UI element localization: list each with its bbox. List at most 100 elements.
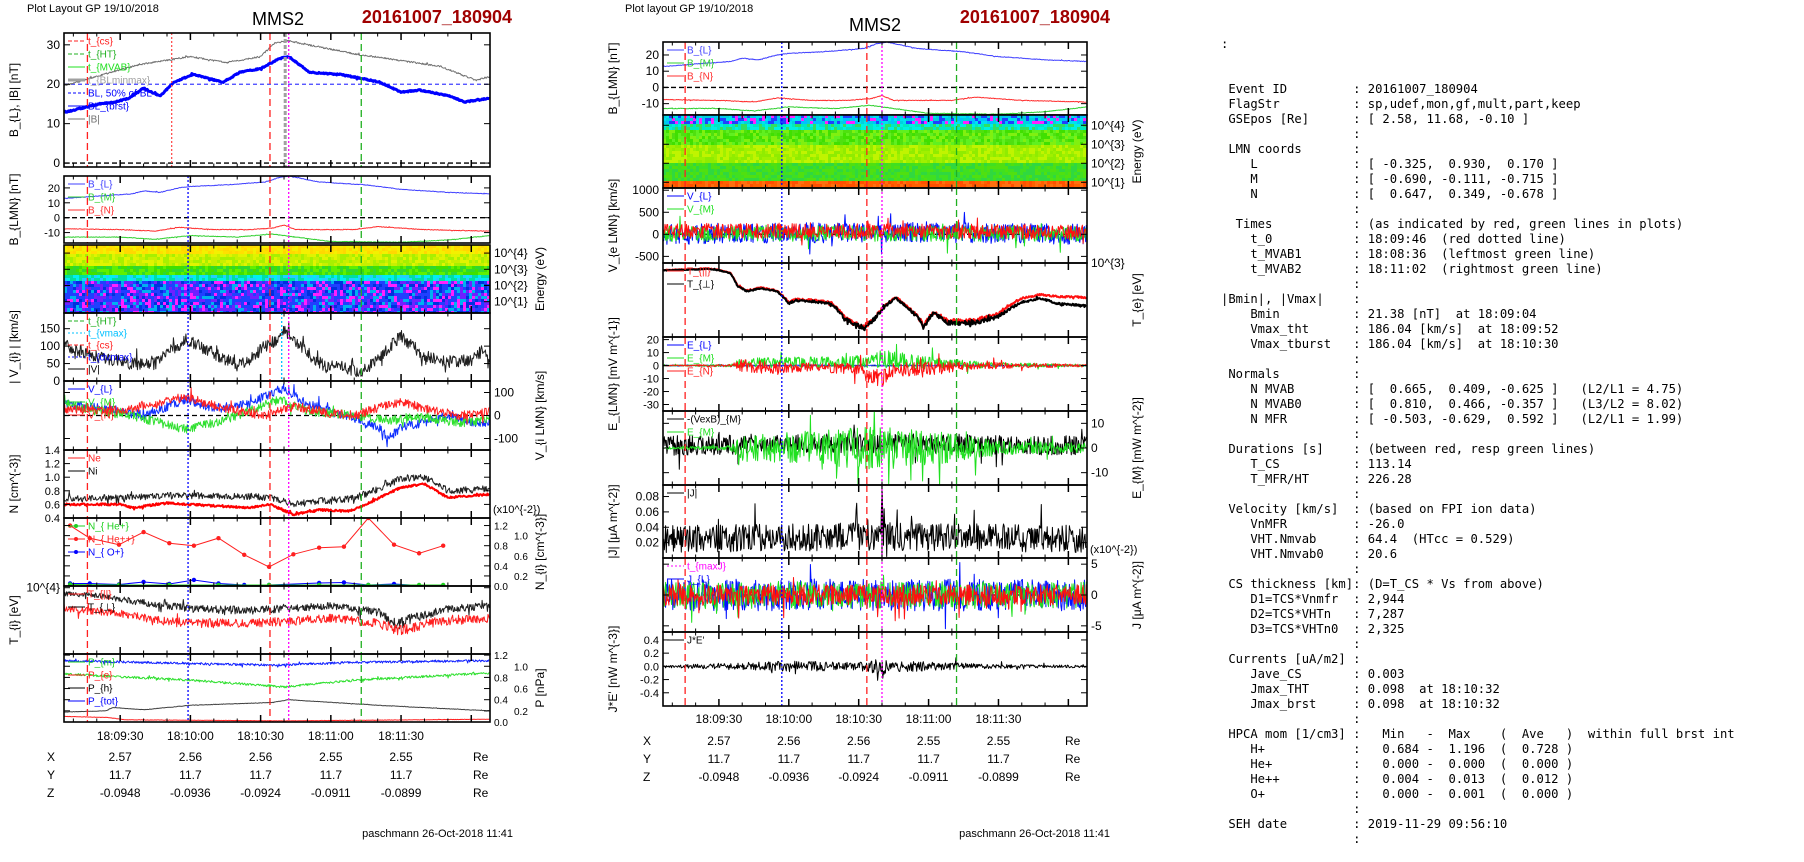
spectrogram-cell	[852, 121, 855, 124]
spectrogram-cell	[262, 263, 265, 266]
spectrogram-cell	[385, 305, 388, 308]
spectrogram-cell	[966, 124, 969, 127]
spectrogram-cell	[157, 296, 160, 299]
spectrogram-cell	[178, 293, 181, 296]
spectrogram-cell	[852, 130, 855, 133]
spectrogram-cell	[67, 302, 70, 305]
spectrogram-cell	[759, 130, 762, 133]
spectrogram-cell	[475, 305, 478, 308]
spectrogram-cell	[1029, 127, 1032, 130]
spectrogram-cell	[466, 296, 469, 299]
spectrogram-cell	[115, 260, 118, 263]
spectrogram-cell	[427, 254, 430, 257]
spectrogram-cell	[421, 263, 424, 266]
spectrogram-cell	[289, 263, 292, 266]
spectrogram-cell	[316, 266, 319, 269]
spectrogram-cell	[463, 266, 466, 269]
spectrogram-cell	[400, 263, 403, 266]
spectrogram-cell	[457, 287, 460, 290]
spectrogram-cell	[367, 254, 370, 257]
spectrogram-cell	[810, 133, 813, 136]
spectrogram-cell	[142, 269, 145, 272]
spectrogram-cell	[100, 308, 103, 311]
spectrogram-cell	[352, 281, 355, 284]
spectrogram-cell	[151, 281, 154, 284]
legend-entry: T_{⊥}	[68, 603, 116, 614]
spectrogram-cell	[352, 260, 355, 263]
spectrogram-cell	[178, 308, 181, 311]
spectrogram-cell	[828, 118, 831, 121]
panel-frame	[64, 313, 490, 381]
spectrogram-cell	[891, 121, 894, 124]
spectrogram-cell	[702, 124, 705, 127]
data-point-N-He++	[441, 544, 445, 548]
spectrogram-cell	[696, 118, 699, 121]
spectrogram-cell	[720, 124, 723, 127]
spectrogram-cell	[298, 251, 301, 254]
spectrogram-cell	[127, 257, 130, 260]
spectrogram-cell	[163, 305, 166, 308]
spectrogram-cell	[894, 118, 897, 121]
panel-plot-area	[64, 245, 490, 314]
spectrogram-cell	[256, 308, 259, 311]
spectrogram-cell	[1011, 124, 1014, 127]
spectrogram-cell	[247, 263, 250, 266]
spectrogram-cell	[202, 284, 205, 287]
spectrogram-cell	[478, 284, 481, 287]
legend-label: t_{vmax}	[88, 329, 128, 340]
legend-label: B_{M}	[88, 193, 116, 204]
spectrogram-cell	[130, 293, 133, 296]
spectrogram-cell	[436, 266, 439, 269]
spectrogram-cell	[232, 278, 235, 281]
spectrogram-cell	[292, 257, 295, 260]
spectrogram-cell	[313, 278, 316, 281]
spectrogram-cell	[451, 302, 454, 305]
spectrogram-cell	[280, 272, 283, 275]
spectrogram-cell	[388, 263, 391, 266]
spectrogram-cell	[436, 305, 439, 308]
spectrogram-cell	[370, 287, 373, 290]
spectrogram-cell	[999, 118, 1002, 121]
spectrogram-cell	[151, 302, 154, 305]
legend-label: t_{dvmax}	[88, 353, 133, 364]
spectrogram-cell	[478, 287, 481, 290]
legend-label: Ne	[88, 454, 101, 465]
spectrogram-cell	[94, 290, 97, 293]
spectrogram-cell	[412, 284, 415, 287]
spectrogram-cell	[133, 299, 136, 302]
spectrogram-cell	[1065, 118, 1068, 121]
spectrogram-cell	[139, 251, 142, 254]
spectrogram-cell	[732, 133, 735, 136]
spectrogram-cell	[103, 305, 106, 308]
y-axis-label: N [cm^{-3}]	[7, 455, 21, 514]
spectrogram-cell	[79, 251, 82, 254]
spectrogram-cell	[334, 299, 337, 302]
spectrogram-cell	[127, 305, 130, 308]
spectrogram-cell	[834, 124, 837, 127]
spectrogram-cell	[376, 299, 379, 302]
spectrogram-cell	[301, 302, 304, 305]
spectrogram-cell	[454, 278, 457, 281]
spectrogram-cell	[175, 275, 178, 278]
spectrogram-cell	[430, 305, 433, 308]
spectrogram-cell	[271, 308, 274, 311]
spectrogram-cell	[322, 293, 325, 296]
spectrogram-cell	[397, 284, 400, 287]
spectrogram-cell	[265, 260, 268, 263]
spectrogram-cell	[472, 260, 475, 263]
spectrogram-cell	[930, 127, 933, 130]
spectrogram-cell	[175, 254, 178, 257]
spectrogram-cell	[699, 130, 702, 133]
spectrogram-cell	[220, 266, 223, 269]
spectrogram-cell	[915, 130, 918, 133]
spectrogram-cell	[205, 281, 208, 284]
spectrogram-cell	[307, 263, 310, 266]
spectrogram-cell	[981, 118, 984, 121]
spectrogram-cell	[277, 263, 280, 266]
spectrogram-cell	[238, 281, 241, 284]
spectrogram-cell	[157, 251, 160, 254]
spectrogram-cell	[1041, 124, 1044, 127]
spectrogram-cell	[900, 118, 903, 121]
spectrogram-cell	[403, 284, 406, 287]
spectrogram-cell	[433, 287, 436, 290]
